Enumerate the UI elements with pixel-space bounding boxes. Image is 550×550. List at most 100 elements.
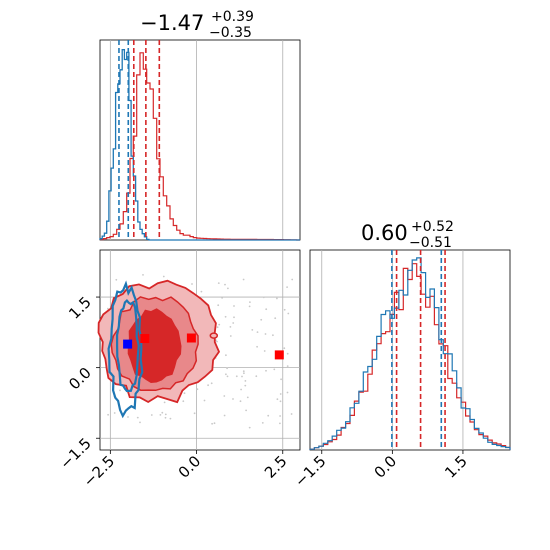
sample-point xyxy=(216,340,218,343)
hist-param2-quantile-lines xyxy=(391,250,446,450)
joint-blue-contours xyxy=(107,280,144,419)
title-param2-plus: +0.52 xyxy=(411,219,454,235)
sample-point xyxy=(182,400,185,403)
sample-point xyxy=(274,317,277,320)
sample-point xyxy=(245,409,248,412)
marker-blue_square xyxy=(123,339,133,349)
sample-point xyxy=(244,380,247,382)
sample-point xyxy=(265,308,268,311)
sample-point xyxy=(227,287,229,290)
sample-point xyxy=(248,426,251,429)
sample-point xyxy=(273,368,276,371)
blue-contour-outer xyxy=(107,280,144,419)
sample-point xyxy=(229,335,232,337)
sample-point xyxy=(113,412,116,414)
title-param1: −1.47 +0.39 −0.35 xyxy=(140,9,254,41)
hist-param2-blue-series xyxy=(309,257,511,450)
sample-point xyxy=(233,305,235,307)
sample-point xyxy=(239,400,242,403)
sample-point xyxy=(223,395,226,397)
sample-point xyxy=(164,413,167,416)
joint-x-tick-label: 0.0 xyxy=(175,452,205,482)
sample-point xyxy=(280,378,282,381)
sample-point xyxy=(279,422,281,425)
sample-point xyxy=(251,329,254,331)
sample-point xyxy=(241,375,243,378)
sample-point xyxy=(142,274,144,276)
hist-param1-blue-series xyxy=(99,49,300,241)
sample-point xyxy=(183,392,186,395)
sample-point xyxy=(169,417,172,420)
sample-point xyxy=(276,398,279,401)
sample-point xyxy=(262,296,265,299)
sample-point xyxy=(279,415,281,417)
joint-y-tick-label: 1.5 xyxy=(65,293,95,323)
sample-point xyxy=(291,278,294,281)
sample-point xyxy=(232,322,235,324)
joint-x-tick-label: 2.5 xyxy=(261,452,291,482)
sample-point xyxy=(264,333,267,335)
sample-point xyxy=(260,318,263,321)
sample-point xyxy=(256,345,258,348)
sample-point xyxy=(249,301,251,303)
joint-y-tick-label: 0.0 xyxy=(65,364,95,394)
sample-point xyxy=(225,354,227,357)
sample-point xyxy=(217,304,220,307)
sample-point xyxy=(286,286,288,288)
sample-point xyxy=(286,365,289,367)
sample-point xyxy=(139,421,141,424)
sample-point xyxy=(290,413,293,415)
sample-point xyxy=(107,413,109,416)
joint-x-ticks: −2.5 0.0 2.5 xyxy=(80,450,291,491)
sample-point xyxy=(276,297,278,300)
hist2-x-tick-label: −1.5 xyxy=(291,452,329,490)
joint-param1-param2-panel: −2.5 0.0 2.5 −1.5 0.0 1.5 xyxy=(56,249,301,491)
sample-point xyxy=(240,388,243,391)
sample-point xyxy=(286,391,289,394)
sample-point xyxy=(242,370,245,373)
sample-point xyxy=(127,416,129,418)
title-param2-minus: −0.51 xyxy=(409,235,452,251)
hist-param1-quantile-lines xyxy=(118,40,161,240)
sample-point xyxy=(244,384,247,387)
sample-point xyxy=(217,282,220,284)
sample-point xyxy=(207,384,210,387)
sample-point xyxy=(243,372,245,375)
sample-point xyxy=(287,312,290,315)
sample-point xyxy=(232,398,234,400)
sample-point xyxy=(283,347,286,350)
sample-point xyxy=(211,422,214,425)
sample-point xyxy=(223,414,226,417)
joint-x-tick-label: −2.5 xyxy=(80,452,118,490)
sample-point xyxy=(279,393,282,395)
hist-param1-grid xyxy=(109,40,284,240)
sample-point xyxy=(279,400,282,403)
sample-point xyxy=(210,382,213,385)
sample-point xyxy=(248,305,251,308)
sample-point xyxy=(226,367,229,370)
sample-point xyxy=(255,375,258,378)
title-param1-plus: +0.39 xyxy=(211,9,254,25)
sample-point xyxy=(246,396,249,399)
sample-point xyxy=(163,401,166,404)
sample-point xyxy=(200,290,203,293)
sample-point xyxy=(242,278,245,281)
sample-point xyxy=(119,389,121,392)
sample-point xyxy=(150,414,153,416)
hist2-x-tick-label: 1.5 xyxy=(441,452,471,482)
sample-point xyxy=(265,369,267,372)
sample-point xyxy=(107,307,109,310)
sample-point xyxy=(283,308,286,311)
joint-y-tick-label: −1.5 xyxy=(56,434,94,472)
hist-param2-x-ticks: −1.5 0.0 1.5 xyxy=(291,450,471,491)
hist-param1-panel xyxy=(99,39,301,241)
title-param2: 0.60 +0.52 −0.51 xyxy=(361,219,454,251)
hist2-x-tick-label: 0.0 xyxy=(371,452,401,482)
sample-point xyxy=(159,414,162,416)
sample-point xyxy=(261,422,264,424)
marker-red_square_1 xyxy=(140,334,150,343)
sample-point xyxy=(224,315,227,318)
marker-red_square_3 xyxy=(274,350,284,360)
sample-point xyxy=(136,416,139,419)
red-contour-island xyxy=(209,332,219,339)
